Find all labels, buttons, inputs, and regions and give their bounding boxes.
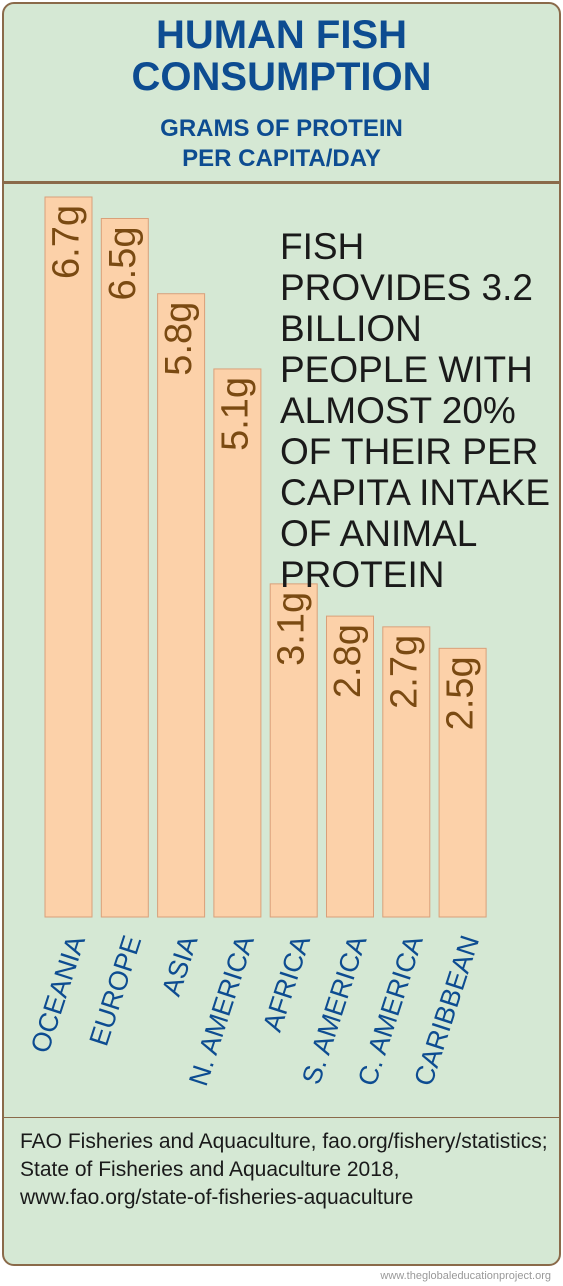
x-tick-label: OCEANIA (25, 932, 91, 1057)
divider (4, 1117, 559, 1118)
value-label: 6.5g (102, 226, 144, 300)
annotation: FISH PROVIDES 3.2 BILLION PEOPLE WITH AL… (280, 226, 551, 595)
chart-title: HUMAN FISH CONSUMPTION (131, 13, 432, 99)
value-label: 2.5g (440, 656, 482, 730)
bar (213, 368, 262, 918)
value-label: 3.1g (271, 592, 313, 666)
value-label: 6.7g (46, 205, 88, 279)
x-tick-label: AFRICA (257, 932, 316, 1035)
value-label: 2.7g (383, 635, 425, 709)
source: FAO Fisheries and Aquaculture, fao.org/f… (20, 1130, 548, 1209)
bar (157, 293, 206, 918)
x-tick-label: ASIA (156, 932, 204, 1000)
credit: www.theglobaleducationproject.org (380, 1270, 551, 1282)
value-label: 5.8g (158, 302, 200, 376)
bar (382, 626, 431, 918)
value-label: 5.1g (214, 377, 256, 451)
bar (269, 583, 318, 918)
bar (438, 647, 487, 918)
bar (326, 615, 374, 918)
value-label: 2.8g (327, 624, 369, 698)
panel: HUMAN FISH CONSUMPTION GRAMS OF PROTEIN … (2, 2, 561, 1266)
bar (100, 217, 149, 918)
bar (44, 196, 93, 918)
chart-subtitle: GRAMS OF PROTEIN PER CAPITA/DAY (160, 115, 403, 172)
divider (4, 181, 559, 184)
x-tick-label: EUROPE (84, 932, 148, 1050)
